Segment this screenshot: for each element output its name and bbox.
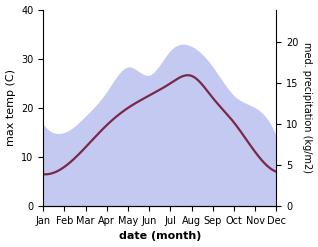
Y-axis label: med. precipitation (kg/m2): med. precipitation (kg/m2) (302, 42, 313, 173)
X-axis label: date (month): date (month) (119, 231, 201, 242)
Y-axis label: max temp (C): max temp (C) (5, 69, 16, 146)
